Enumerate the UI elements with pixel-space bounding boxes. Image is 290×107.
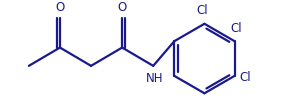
Text: Cl: Cl (239, 71, 251, 84)
Text: Cl: Cl (197, 4, 209, 17)
Text: O: O (55, 1, 65, 14)
Text: O: O (117, 1, 127, 14)
Text: Cl: Cl (231, 22, 242, 35)
Text: NH: NH (146, 72, 164, 85)
